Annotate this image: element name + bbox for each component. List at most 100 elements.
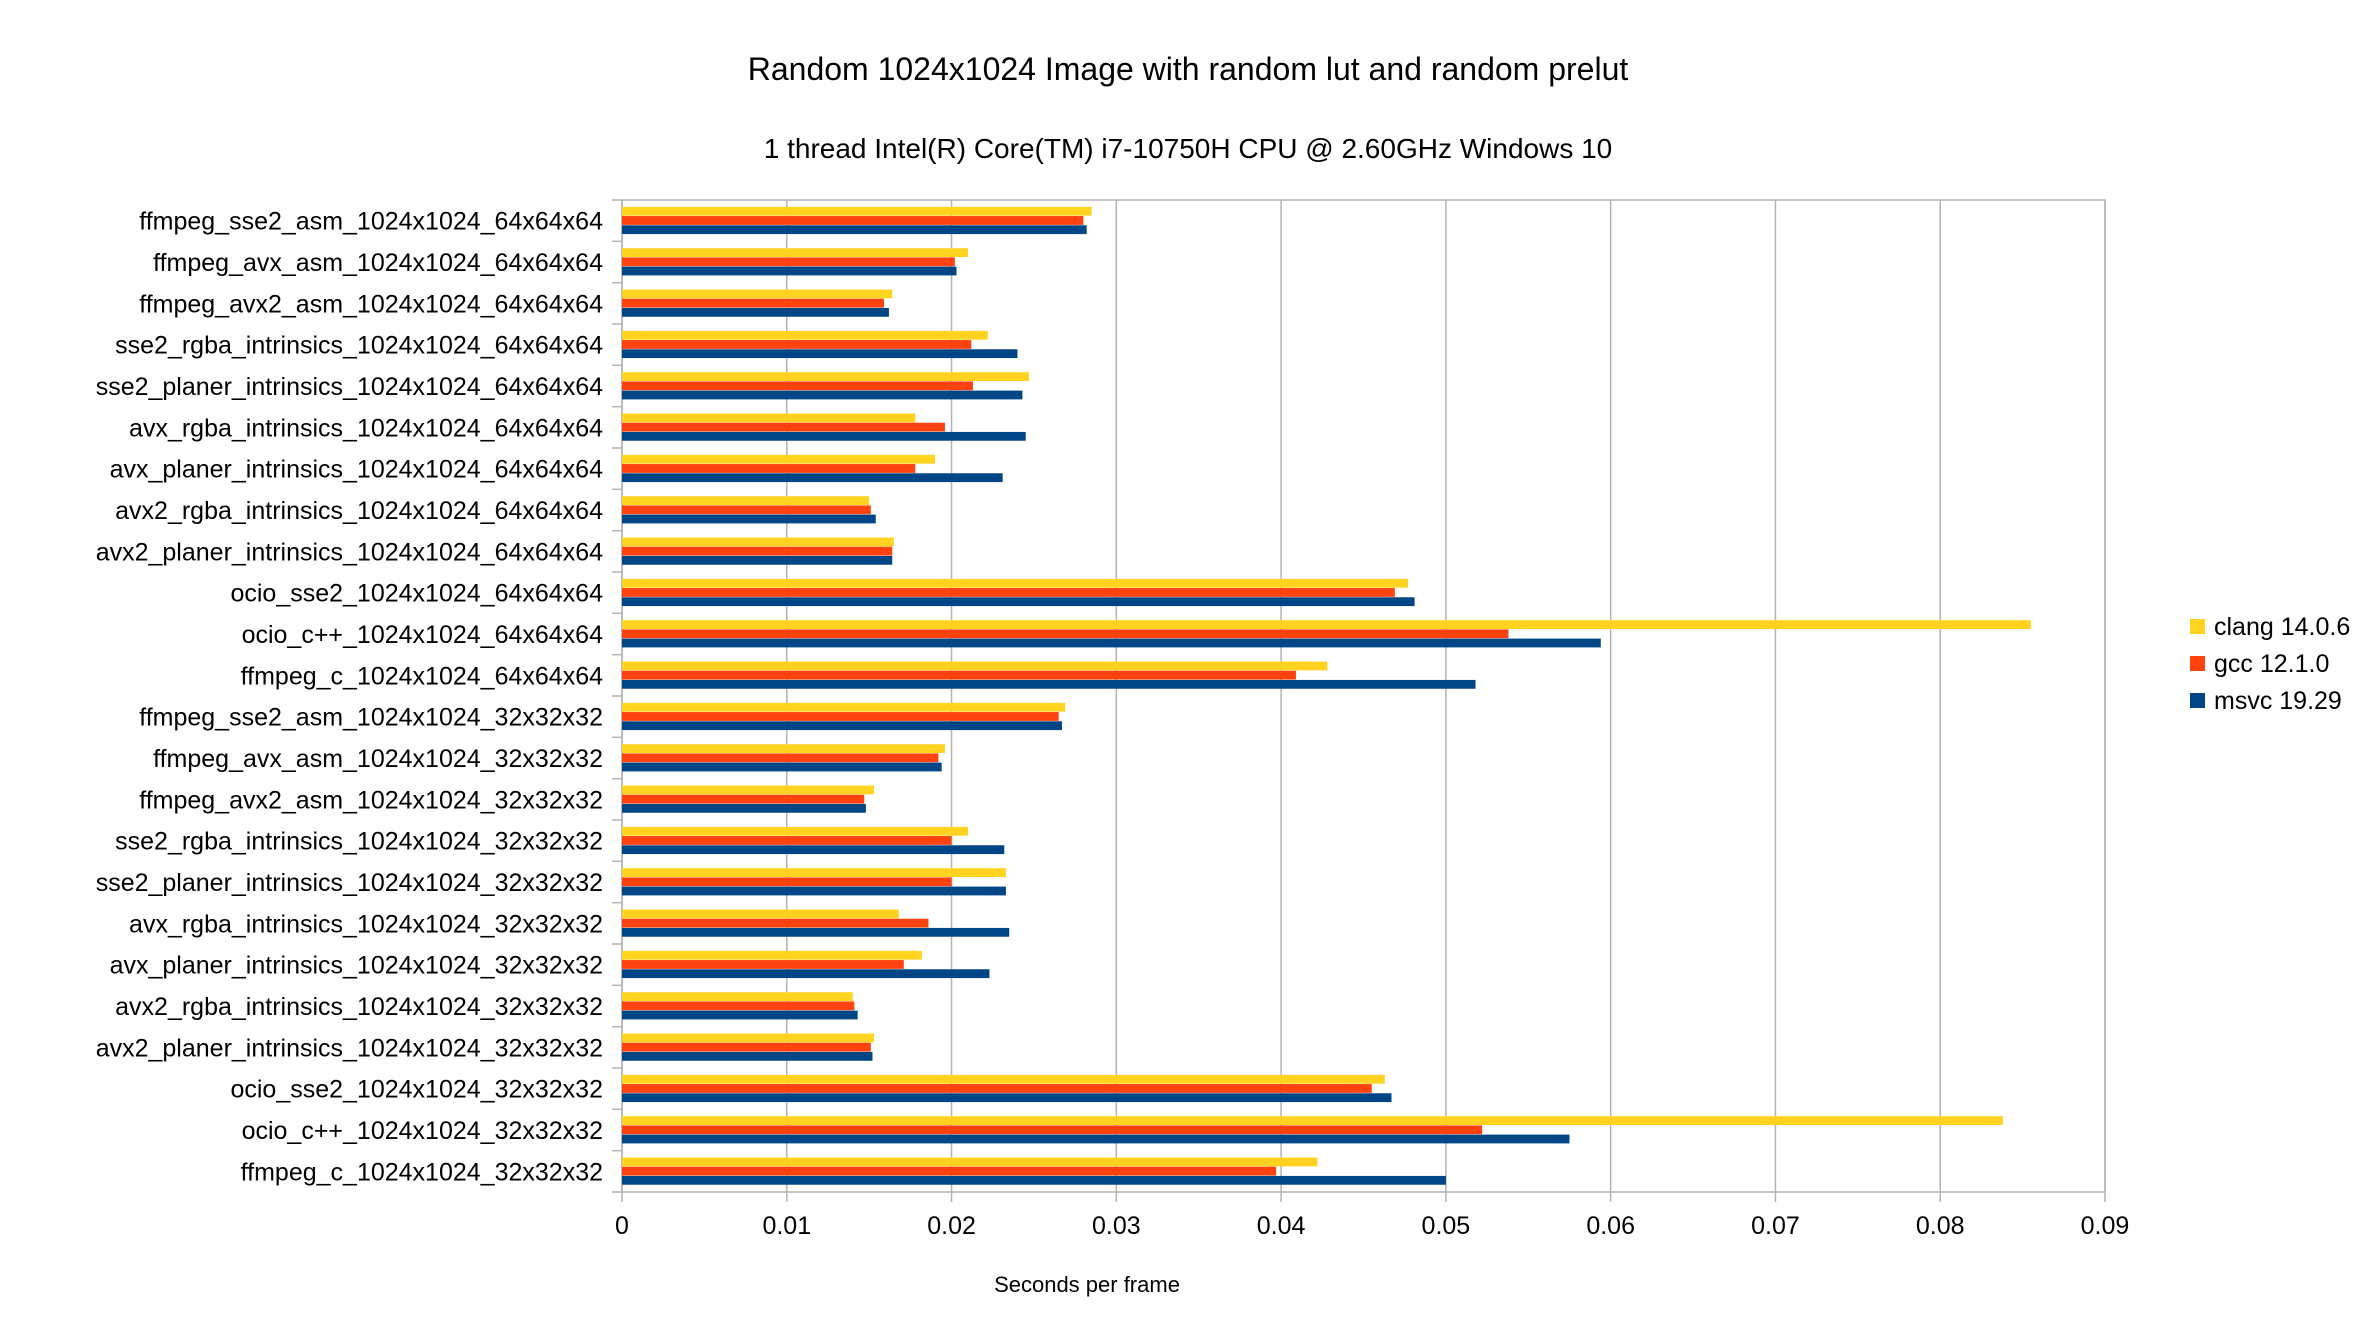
- category-label: ffmpeg_avx2_asm_1024x1024_64x64x64: [139, 290, 603, 318]
- bar-gcc: [622, 340, 972, 349]
- bar-msvc: [622, 266, 957, 276]
- bar-clang: [622, 289, 893, 299]
- bar-msvc: [622, 969, 990, 979]
- category-label: ffmpeg_avx2_asm_1024x1024_32x32x32: [139, 786, 603, 814]
- x-tick-label: 0.03: [1092, 1212, 1141, 1240]
- bar-gcc: [622, 546, 893, 556]
- bar-clang: [622, 992, 853, 1001]
- bar-msvc: [622, 721, 1062, 731]
- category-label: ffmpeg_avx_asm_1024x1024_32x32x32: [153, 745, 603, 773]
- bar-gcc: [622, 464, 916, 473]
- category-label: avx_planer_intrinsics_1024x1024_32x32x32: [110, 952, 603, 980]
- x-tick-label: 0.08: [1916, 1212, 1965, 1240]
- category-label: ffmpeg_sse2_asm_1024x1024_64x64x64: [139, 208, 603, 236]
- category-label: avx2_planer_intrinsics_1024x1024_32x32x3…: [96, 1034, 603, 1062]
- bar-clang: [622, 1157, 1318, 1167]
- bar-clang: [622, 578, 1408, 588]
- bar-marks: [622, 206, 2031, 1185]
- bar-msvc: [622, 390, 1023, 400]
- bar-clang: [622, 413, 916, 423]
- bar-clang: [622, 950, 922, 960]
- category-label: ffmpeg_c_1024x1024_32x32x32: [241, 1158, 603, 1186]
- x-tick-label: 0.09: [2081, 1212, 2130, 1240]
- chart-subtitle: 1 thread Intel(R) Core(TM) i7-10750H CPU…: [764, 133, 1613, 164]
- bar-gcc: [622, 381, 973, 391]
- bar-msvc: [622, 803, 866, 813]
- bar-clang: [622, 661, 1328, 671]
- bar-msvc: [622, 1175, 1446, 1185]
- bar-msvc: [622, 638, 1601, 648]
- bar-msvc: [622, 1093, 1392, 1103]
- bar-clang: [622, 826, 969, 836]
- bar-msvc: [622, 762, 942, 772]
- bar-msvc: [622, 886, 1006, 896]
- bar-clang: [622, 1033, 875, 1043]
- bar-clang: [622, 868, 1006, 877]
- x-tick-label: 0.06: [1586, 1212, 1635, 1240]
- bar-gcc: [622, 1125, 1483, 1135]
- x-tick-label: 0.05: [1422, 1212, 1471, 1240]
- bar-clang: [622, 330, 988, 340]
- legend-label: clang 14.0.6: [2214, 613, 2350, 641]
- chart-title: Random 1024x1024 Image with random lut a…: [748, 51, 1629, 87]
- bar-msvc: [622, 431, 1026, 441]
- category-label: sse2_rgba_intrinsics_1024x1024_32x32x32: [115, 828, 603, 856]
- axes: [612, 199, 2106, 1202]
- bar-clang: [622, 1116, 2003, 1125]
- x-tick-label: 0.01: [762, 1212, 811, 1240]
- bar-gcc: [622, 836, 952, 845]
- bar-msvc: [622, 845, 1005, 855]
- bar-gcc: [622, 794, 865, 804]
- category-label: ocio_c++_1024x1024_64x64x64: [242, 621, 604, 649]
- legend-swatch: [2190, 619, 2205, 634]
- x-tick-label: 0.02: [927, 1212, 976, 1240]
- bar-gcc: [622, 629, 1509, 639]
- category-label: avx2_rgba_intrinsics_1024x1024_64x64x64: [115, 497, 603, 525]
- bar-gcc: [622, 1084, 1372, 1093]
- category-label: ocio_sse2_1024x1024_32x32x32: [230, 1076, 603, 1104]
- bar-msvc: [622, 307, 889, 317]
- bar-clang: [622, 909, 899, 919]
- legend: clang 14.0.6 gcc 12.1.0 msvc 19.29: [2190, 613, 2350, 715]
- x-axis-title: Seconds per frame: [994, 1272, 1180, 1297]
- bar-clang: [622, 454, 936, 464]
- category-label: ffmpeg_avx_asm_1024x1024_64x64x64: [153, 249, 603, 277]
- bar-clang: [622, 744, 945, 753]
- bar-msvc: [622, 1134, 1570, 1144]
- category-label: avx_rgba_intrinsics_1024x1024_64x64x64: [129, 414, 603, 442]
- bar-clang: [622, 620, 2031, 629]
- x-tick-label: 0.04: [1257, 1212, 1306, 1240]
- bar-msvc: [622, 1010, 858, 1020]
- bar-msvc: [622, 514, 876, 524]
- bar-msvc: [622, 597, 1415, 607]
- category-label: ocio_sse2_1024x1024_64x64x64: [230, 580, 603, 608]
- bar-gcc: [622, 712, 1059, 721]
- category-labels: ffmpeg_sse2_asm_1024x1024_64x64x64ffmpeg…: [96, 208, 603, 1187]
- bar-clang: [622, 248, 969, 257]
- bar-clang: [622, 496, 870, 505]
- x-tick-label: 0: [615, 1212, 629, 1240]
- category-label: ffmpeg_c_1024x1024_64x64x64: [241, 662, 603, 690]
- bar-clang: [622, 785, 875, 795]
- legend-label: gcc 12.1.0: [2214, 650, 2329, 678]
- category-label: avx_rgba_intrinsics_1024x1024_32x32x32: [129, 910, 603, 938]
- category-label: ffmpeg_sse2_asm_1024x1024_32x32x32: [139, 704, 603, 732]
- category-label: ocio_c++_1024x1024_32x32x32: [242, 1117, 603, 1145]
- bar-clang: [622, 206, 1092, 216]
- bar-msvc: [622, 679, 1476, 689]
- x-tick-labels: 0 0.01 0.02 0.03 0.04 0.05 0.06 0.07 0.08 0.09: [615, 1212, 2129, 1240]
- bar-clang: [622, 702, 1066, 712]
- bar-clang: [622, 537, 894, 547]
- bar-clang: [622, 372, 1030, 381]
- bar-msvc: [622, 1051, 873, 1061]
- category-label: avx2_rgba_intrinsics_1024x1024_32x32x32: [115, 993, 603, 1021]
- bar-clang: [622, 1074, 1385, 1084]
- category-label: sse2_rgba_intrinsics_1024x1024_64x64x64: [115, 332, 603, 360]
- bar-msvc: [622, 555, 893, 565]
- bar-gcc: [622, 670, 1296, 680]
- bar-gcc: [622, 918, 929, 928]
- bar-gcc: [622, 216, 1084, 225]
- bar-gcc: [622, 505, 871, 515]
- bar-gcc: [622, 753, 939, 763]
- category-label: sse2_planer_intrinsics_1024x1024_32x32x3…: [96, 869, 603, 897]
